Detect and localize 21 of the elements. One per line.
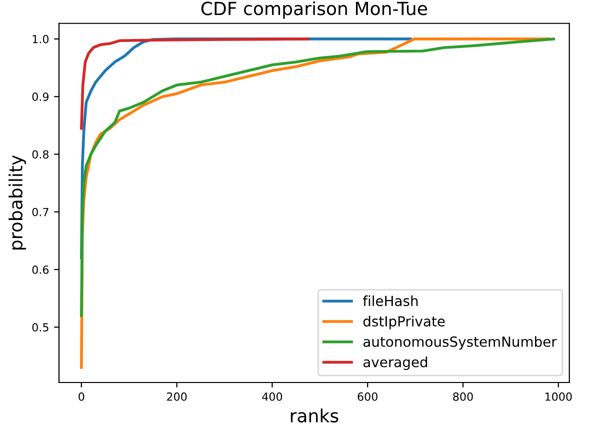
x-tick-label: 1000 [545, 392, 572, 401]
legend-label: averaged [363, 356, 428, 370]
x-tick-label: 600 [358, 392, 378, 401]
legend-label: dstIpPrivate [363, 316, 445, 330]
chart-title: CDF comparison Mon-Tue [201, 1, 428, 19]
y-tick-label: 0.5 [32, 323, 48, 332]
legend-label: fileHash [362, 295, 418, 306]
y-tick-label: 0.9 [32, 92, 48, 101]
line-series [80, 38, 310, 130]
y-axis-title: probability [8, 155, 26, 250]
x-axis-title: ranks [290, 408, 338, 423]
y-tick-label: 0.8 [32, 150, 49, 159]
line-series [80, 38, 555, 318]
y-tick-label: 0.7 [32, 208, 48, 216]
x-tick-label: 200 [167, 392, 187, 401]
x-tick-label: 400 [262, 392, 282, 401]
legend-label: autonomousSystemNumber [363, 336, 557, 350]
y-tick-label: 0.6 [32, 265, 49, 274]
x-tick-label: 0 [78, 392, 84, 401]
y-tick-label: 1.0 [32, 34, 49, 44]
x-tick-label: 800 [453, 392, 473, 401]
